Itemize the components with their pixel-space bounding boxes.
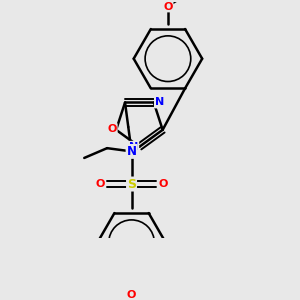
Text: N: N bbox=[155, 98, 164, 107]
Text: O: O bbox=[95, 179, 104, 189]
Text: O: O bbox=[159, 179, 168, 189]
Text: O: O bbox=[163, 2, 172, 11]
Text: N: N bbox=[129, 142, 138, 152]
Text: O: O bbox=[107, 124, 117, 134]
Text: N: N bbox=[127, 145, 136, 158]
Text: S: S bbox=[127, 178, 136, 190]
Text: O: O bbox=[127, 290, 136, 300]
